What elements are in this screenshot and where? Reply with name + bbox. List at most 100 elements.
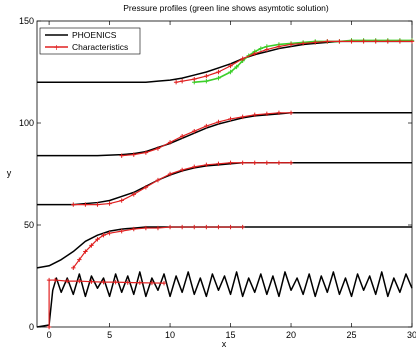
y-axis-label: y: [7, 168, 12, 178]
characteristics-point-3-10: [240, 114, 245, 120]
chart-title: Pressure profiles (green line shows asym…: [123, 3, 329, 13]
characteristics-point-1-5: [101, 233, 106, 238]
asymptotic-point-0-2: [216, 75, 221, 81]
characteristics-point-3-7: [204, 123, 209, 129]
characteristics-point-3-8: [216, 119, 221, 125]
characteristics-point-0-5: [89, 279, 94, 284]
characteristics-point-4-7: [252, 51, 257, 56]
characteristics-point-4-6: [240, 56, 245, 61]
asymptotic-point-0-3: [228, 69, 233, 75]
legend-label-characteristics: Characteristics: [72, 42, 128, 52]
characteristics-point-2-11: [204, 162, 209, 168]
characteristics-point-4-15: [349, 39, 354, 44]
characteristics-point-2-7: [155, 177, 161, 183]
characteristics-point-0-9: [137, 280, 143, 285]
characteristics-point-3-0: [119, 153, 124, 158]
characteristics-point-1-11: [167, 224, 173, 230]
x-tick-label-2: 10: [165, 330, 175, 340]
characteristics-point-2-13: [228, 160, 233, 165]
characteristics-point-1-4: [95, 237, 100, 242]
characteristics-point-4-16: [361, 39, 366, 44]
characteristics-point-3-3: [155, 146, 161, 151]
characteristics-point-4-9: [276, 44, 282, 49]
characteristics-point-4-10: [288, 42, 294, 47]
characteristics-point-1-9: [143, 225, 149, 231]
characteristics-point-1-8: [131, 226, 136, 232]
characteristics-point-1-2: [83, 249, 88, 254]
characteristics-point-0-0: [46, 324, 52, 330]
characteristics-point-4-19: [397, 39, 403, 44]
y-tick-label-2: 100: [19, 118, 34, 128]
characteristics-point-4-0: [173, 80, 179, 85]
characteristics-point-0-8: [125, 280, 130, 285]
characteristics-point-2-10: [192, 164, 197, 170]
characteristics-point-2-12: [216, 161, 221, 166]
characteristics-point-1-13: [192, 224, 197, 230]
asymptotic-point-0-8: [258, 46, 263, 51]
characteristics-point-4-12: [313, 40, 318, 45]
characteristics-point-0-4: [77, 278, 82, 284]
characteristics-point-0-7: [113, 279, 118, 285]
characteristics-point-3-5: [179, 134, 185, 139]
x-tick-label-4: 20: [286, 330, 296, 340]
legend-label-phoenics: PHOENICS: [72, 30, 117, 40]
characteristics-point-1-17: [240, 224, 245, 230]
characteristics-point-4-8: [264, 47, 270, 52]
characteristics-point-2-8: [167, 171, 173, 177]
characteristics-point-3-12: [264, 111, 270, 117]
characteristics-point-3-13: [276, 110, 282, 115]
characteristics-point-1-1: [77, 257, 82, 262]
characteristics-point-4-14: [337, 39, 342, 44]
characteristics-point-4-13: [325, 39, 330, 44]
x-tick-label-5: 25: [347, 330, 357, 340]
characteristics-point-3-11: [252, 112, 257, 118]
y-tick-label-1: 50: [24, 220, 34, 230]
asymptotic-point-0-1: [204, 78, 209, 84]
characteristics-point-1-3: [89, 243, 94, 248]
characteristics-point-4-1: [179, 78, 185, 84]
characteristics-point-2-9: [179, 167, 185, 173]
characteristics-point-4-17: [373, 39, 378, 44]
characteristics-point-0-3: [65, 278, 70, 284]
x-axis-label: x: [222, 339, 227, 349]
x-tick-label-0: 0: [47, 330, 52, 340]
characteristics-point-0-1: [46, 277, 52, 283]
x-tick-label-6: 30: [407, 330, 416, 340]
characteristics-point-1-0: [71, 265, 76, 271]
characteristics-point-2-2: [95, 202, 100, 207]
characteristics-point-4-11: [300, 41, 306, 46]
characteristics-point-1-16: [228, 224, 233, 230]
characteristics-point-2-17: [276, 160, 282, 165]
characteristics-point-0-2: [52, 277, 58, 283]
characteristics-point-1-6: [107, 230, 112, 236]
characteristics-point-3-9: [228, 116, 233, 122]
characteristics-point-2-0: [71, 202, 76, 207]
legend-box: [39, 27, 141, 55]
characteristics-point-3-6: [192, 128, 197, 134]
characteristics-point-2-14: [240, 160, 245, 165]
characteristics-point-4-4: [216, 69, 221, 75]
characteristics-point-2-5: [131, 192, 136, 197]
characteristics-point-1-12: [179, 224, 185, 230]
characteristics-point-1-7: [119, 228, 124, 234]
characteristics-point-1-10: [155, 225, 161, 231]
characteristics-point-2-16: [264, 160, 270, 165]
characteristics-point-2-18: [288, 160, 294, 165]
characteristics-point-1-14: [204, 224, 209, 230]
characteristics-point-2-1: [83, 202, 88, 207]
characteristics-point-2-6: [143, 185, 149, 190]
characteristics-point-4-2: [192, 76, 197, 82]
characteristics-point-4-18: [385, 39, 391, 44]
characteristics-point-2-15: [252, 160, 257, 165]
characteristics-point-0-10: [149, 280, 155, 286]
asymptotic-line-0: [194, 39, 412, 83]
x-tick-label-1: 5: [107, 330, 112, 340]
legend: PHOENICS + Characteristics: [39, 27, 141, 55]
characteristics-point-4-5: [228, 63, 233, 69]
asymptotic-point-0-4: [234, 64, 239, 70]
characteristics-point-2-4: [119, 198, 124, 203]
phoenics-line-0: [36, 271, 413, 328]
legend-marker-characteristics: +: [53, 43, 60, 52]
characteristics-point-3-1: [131, 152, 136, 157]
